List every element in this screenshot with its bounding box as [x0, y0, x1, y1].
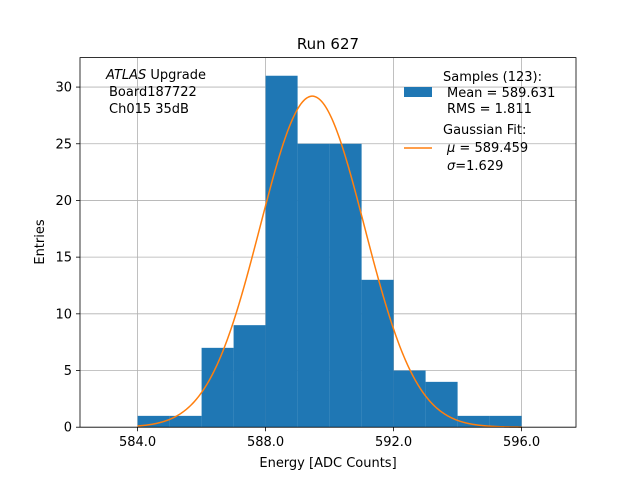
- y-tick-label-3: 15: [55, 251, 72, 266]
- y-tick-label-5: 25: [55, 137, 72, 152]
- plot-frame: [79, 57, 577, 428]
- histogram-bar-8: [393, 370, 426, 428]
- y-tick-label-1: 5: [64, 364, 72, 379]
- annotation-line-3: Ch015 35dB: [109, 102, 189, 117]
- x-tick-label-2: 592.0: [375, 435, 412, 450]
- y-tick-label-4: 20: [55, 194, 72, 209]
- histogram-bar-11: [489, 415, 522, 428]
- x-tick-label-1: 588.0: [247, 435, 284, 450]
- histogram-bar-0: [137, 415, 170, 428]
- histogram-bar-10: [457, 415, 490, 428]
- legend-fit-sigma: σ=1.629: [447, 159, 503, 174]
- x-axis-ticks: 584.0 588.0 592.0 596.0: [119, 427, 540, 450]
- histogram-bar-4: [265, 75, 298, 428]
- histogram-bar-1: [169, 415, 202, 428]
- histogram-bar-7: [361, 279, 394, 428]
- annotation-line-1: ATLAS Upgrade: [105, 68, 206, 83]
- histogram-bar-2: [201, 347, 234, 428]
- legend: Samples (123): Mean = 589.631 RMS = 1.81…: [404, 70, 555, 174]
- legend-samples-mean: Mean = 589.631: [447, 86, 555, 101]
- legend-fit-title: Gaussian Fit:: [443, 123, 526, 138]
- x-tick-label-0: 584.0: [119, 435, 156, 450]
- histogram-bar-6: [329, 143, 362, 428]
- legend-samples-rms: RMS = 1.811: [447, 102, 532, 117]
- x-axis-label: Energy [ADC Counts]: [259, 456, 396, 471]
- y-axis-ticks: 0 5 10 15 20 25 30: [55, 81, 80, 436]
- atlas-annotation: ATLAS Upgrade Board187722 Ch015 35dB: [105, 68, 206, 117]
- legend-fit-mu: μ = 589.459: [446, 141, 528, 156]
- legend-samples-title: Samples (123):: [443, 70, 542, 85]
- histogram-bar-9: [425, 381, 458, 428]
- histogram-bars: [137, 75, 522, 428]
- y-tick-label-6: 30: [55, 81, 72, 96]
- chart-title: Run 627: [297, 35, 359, 53]
- y-tick-label-0: 0: [64, 421, 72, 436]
- legend-swatch-samples: [404, 87, 432, 97]
- x-tick-label-3: 596.0: [503, 435, 540, 450]
- y-tick-label-2: 10: [55, 307, 72, 322]
- histogram-bar-3: [233, 325, 266, 428]
- y-axis-label: Entries: [33, 219, 48, 265]
- gaussian-fit-curve: [137, 95, 522, 428]
- annotation-line-2: Board187722: [109, 85, 197, 100]
- histogram-bar-5: [297, 143, 330, 428]
